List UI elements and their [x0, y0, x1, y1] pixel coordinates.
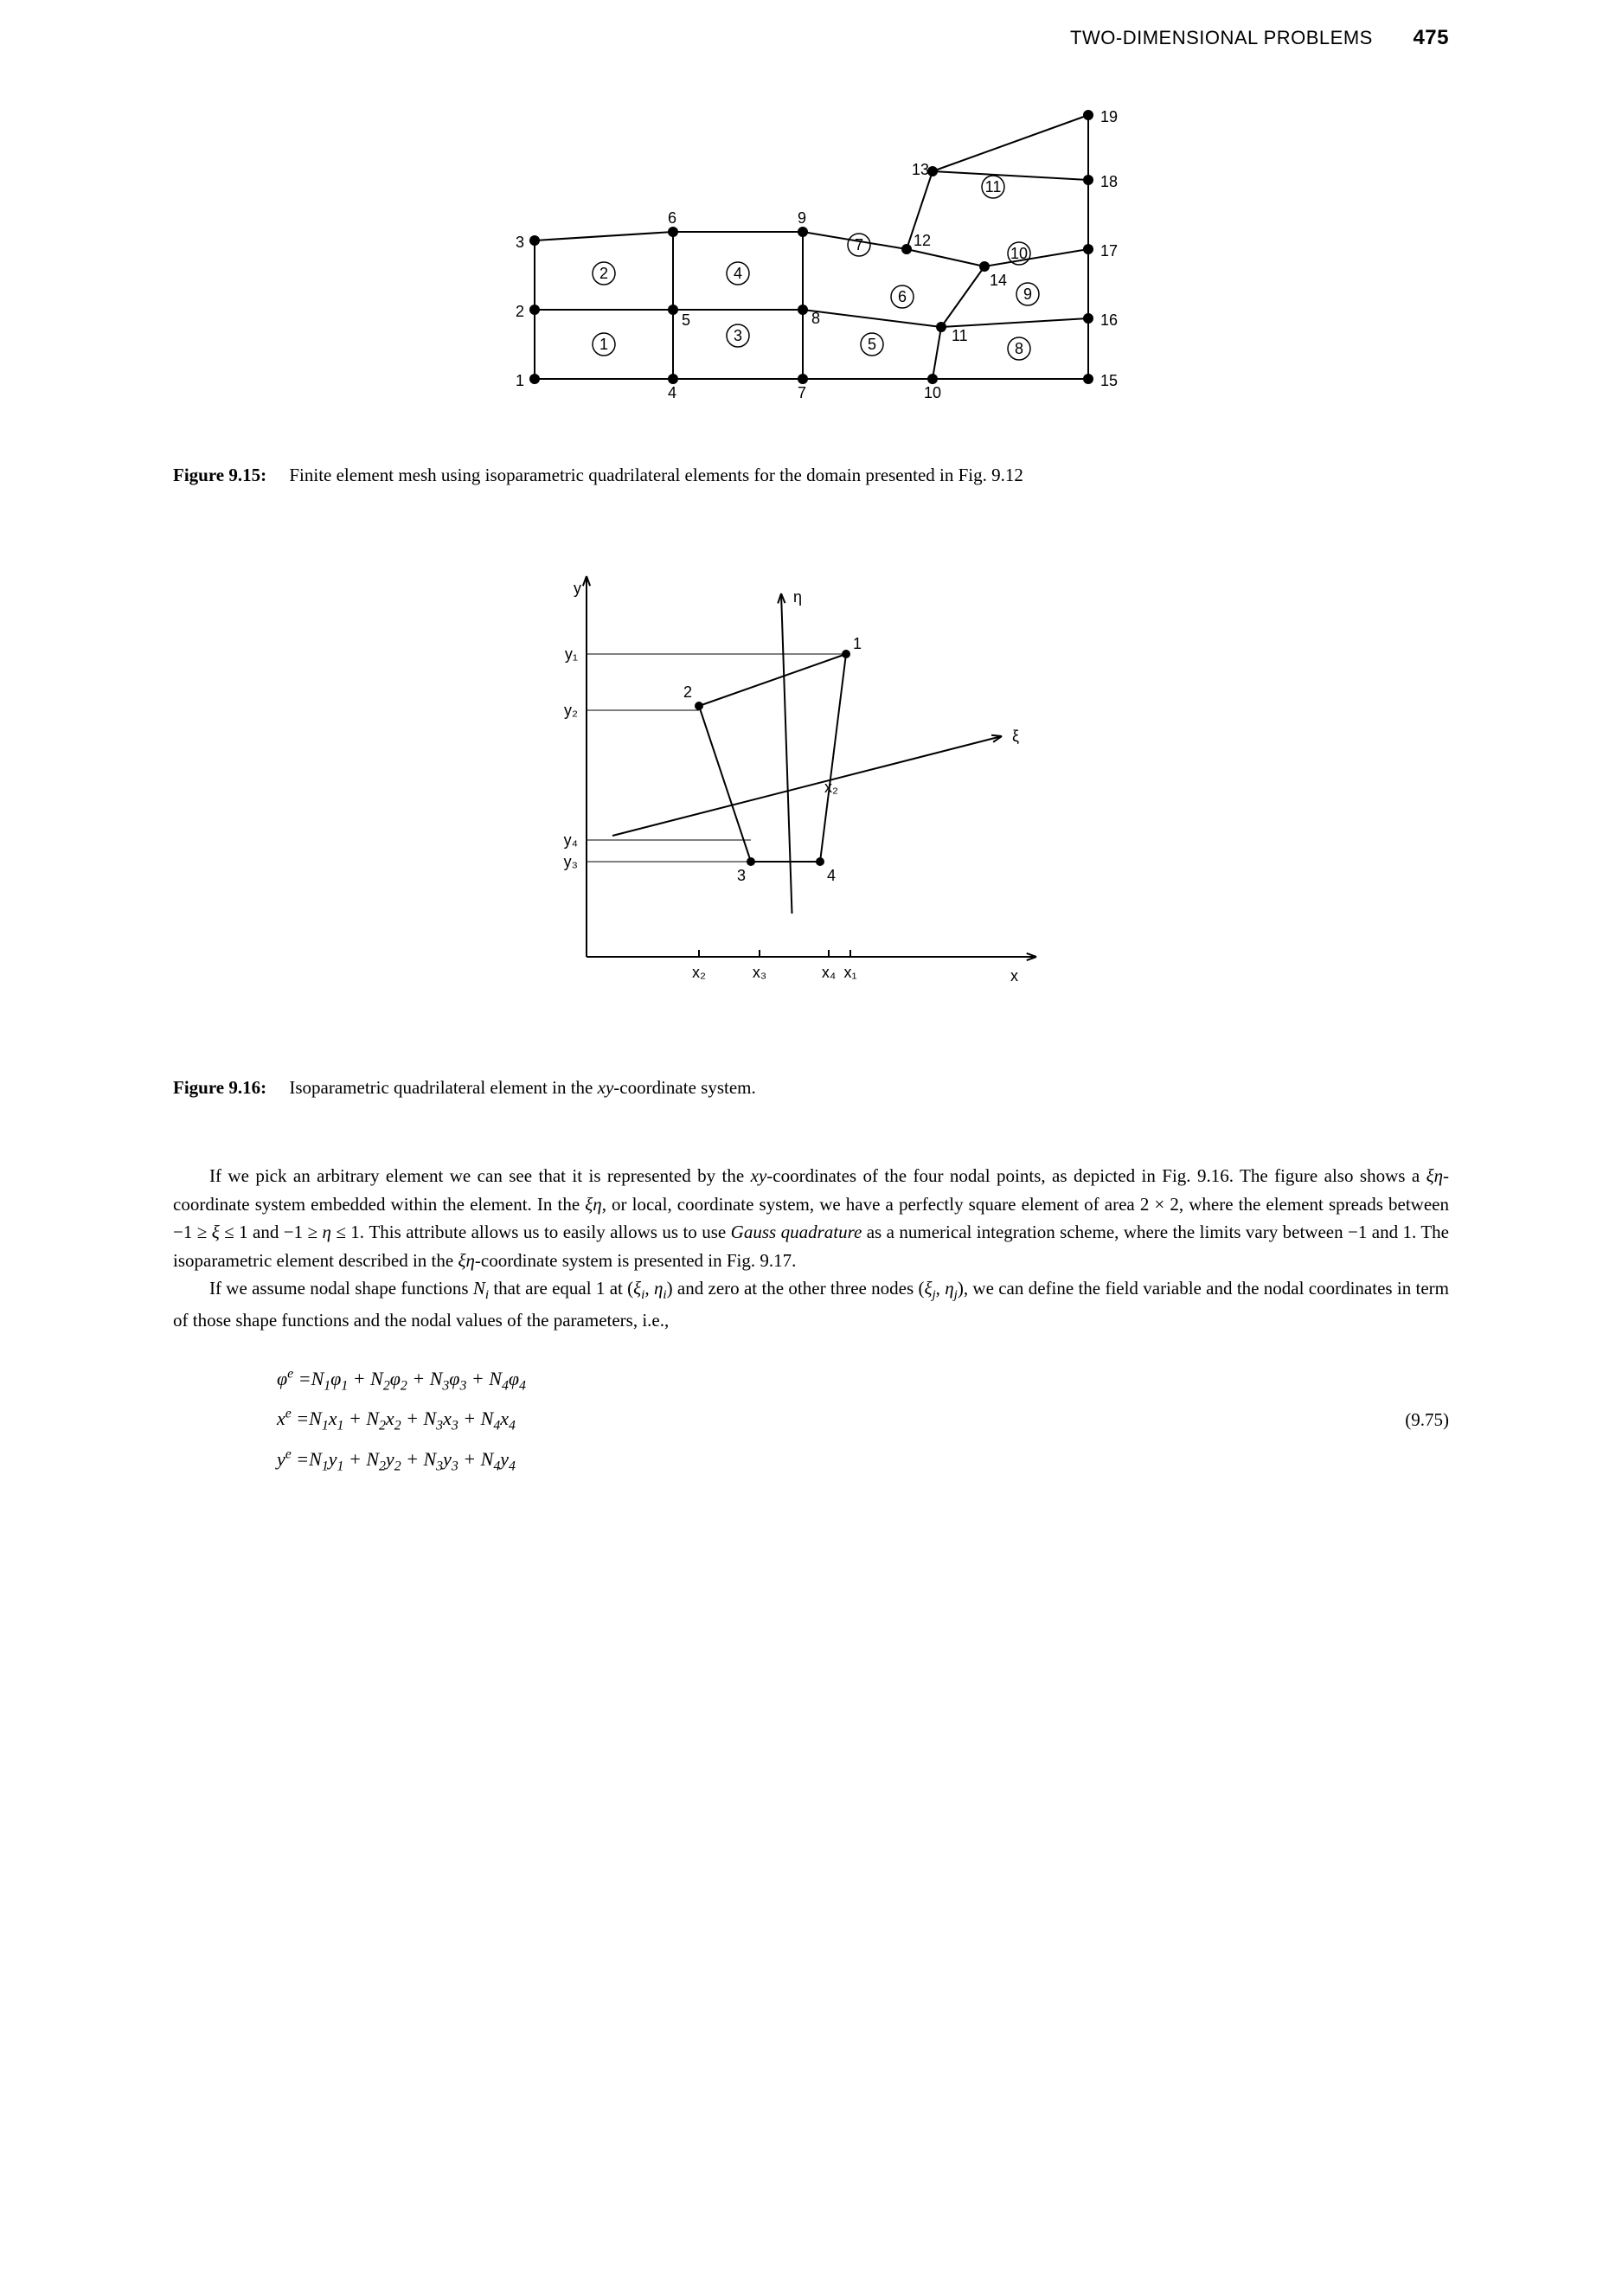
equation-number: (9.75) — [1345, 1409, 1449, 1431]
svg-text:2: 2 — [599, 265, 607, 282]
running-head: TWO-DIMENSIONAL PROBLEMS 475 — [173, 26, 1449, 50]
mesh-diagram: 1234567891011121314151617181912345678910… — [422, 85, 1201, 414]
figure-9-16: y x y₁ y₂ y₄ y₃ x₂ x₃ x₄ x₁ η ξ 1 2 3 4 x₂ Figure 9.16: … — [173, 542, 1449, 1102]
svg-text:16: 16 — [1100, 311, 1118, 329]
section-title: TWO-DIMENSIONAL PROBLEMS — [1070, 27, 1373, 48]
svg-text:8: 8 — [811, 310, 820, 327]
svg-text:2: 2 — [516, 303, 524, 320]
svg-text:18: 18 — [1100, 173, 1118, 190]
svg-text:6: 6 — [897, 288, 906, 305]
equation-body: φe =N1φ1 + N2φ2 + N3φ3 + N4φ4 xe =N1x1 +… — [173, 1360, 1345, 1479]
figure-9-15-caption: Figure 9.15: Finite element mesh using i… — [173, 462, 1449, 490]
svg-text:y₁: y₁ — [564, 645, 577, 663]
svg-text:ξ: ξ — [1012, 728, 1019, 745]
svg-text:x: x — [1010, 967, 1018, 984]
svg-text:1: 1 — [853, 635, 862, 652]
svg-text:3: 3 — [733, 327, 741, 344]
figure-caption-text: Finite element mesh using isoparametric … — [289, 465, 1023, 485]
svg-text:4: 4 — [733, 265, 741, 282]
svg-text:1: 1 — [599, 336, 607, 353]
svg-text:8: 8 — [1014, 340, 1023, 357]
svg-text:15: 15 — [1100, 372, 1118, 389]
svg-text:1: 1 — [516, 372, 524, 389]
svg-text:12: 12 — [914, 232, 931, 249]
svg-text:5: 5 — [867, 336, 875, 353]
svg-text:x₂: x₂ — [692, 964, 706, 981]
equation-9-75: φe =N1φ1 + N2φ2 + N3φ3 + N4φ4 xe =N1x1 +… — [173, 1360, 1449, 1479]
isoparametric-diagram: y x y₁ y₂ y₄ y₃ x₂ x₃ x₄ x₁ η ξ 1 2 3 4 x₂ — [483, 542, 1140, 1026]
svg-text:17: 17 — [1100, 242, 1118, 260]
svg-text:19: 19 — [1100, 108, 1118, 125]
svg-text:7: 7 — [798, 384, 806, 401]
svg-text:x₁: x₁ — [843, 964, 856, 981]
svg-text:6: 6 — [668, 209, 676, 227]
body-text: If we pick an arbitrary element we can s… — [173, 1162, 1449, 1334]
svg-text:y₂: y₂ — [564, 702, 578, 719]
page-number: 475 — [1413, 26, 1449, 49]
figure-label: Figure 9.15: — [173, 465, 266, 485]
svg-text:9: 9 — [1023, 285, 1031, 303]
svg-text:x₃: x₃ — [752, 964, 766, 981]
svg-text:4: 4 — [668, 384, 676, 401]
svg-text:11: 11 — [984, 178, 1001, 196]
svg-text:10: 10 — [1010, 245, 1027, 262]
svg-text:3: 3 — [736, 867, 745, 884]
figure-9-15: 1234567891011121314151617181912345678910… — [173, 85, 1449, 490]
svg-text:y: y — [574, 580, 581, 597]
svg-text:y₃: y₃ — [563, 853, 577, 870]
svg-text:5: 5 — [682, 311, 690, 329]
svg-text:11: 11 — [952, 327, 968, 344]
svg-text:x₂: x₂ — [824, 779, 838, 796]
svg-text:4: 4 — [827, 867, 836, 884]
svg-text:9: 9 — [798, 209, 806, 227]
svg-text:x₄: x₄ — [821, 964, 835, 981]
svg-text:2: 2 — [683, 683, 691, 701]
svg-text:η: η — [793, 588, 802, 606]
svg-text:13: 13 — [912, 161, 929, 178]
svg-text:y₄: y₄ — [563, 831, 577, 849]
svg-text:3: 3 — [516, 234, 524, 251]
figure-caption-text: Isoparametric quadrilateral element in t… — [289, 1077, 755, 1098]
figure-label: Figure 9.16: — [173, 1077, 266, 1098]
svg-text:14: 14 — [990, 272, 1007, 289]
paragraph-1: If we pick an arbitrary element we can s… — [173, 1162, 1449, 1274]
paragraph-2: If we assume nodal shape functions Ni th… — [173, 1274, 1449, 1334]
svg-text:7: 7 — [854, 236, 862, 253]
figure-9-16-caption: Figure 9.16: Isoparametric quadrilateral… — [173, 1074, 1449, 1102]
svg-text:10: 10 — [924, 384, 941, 401]
